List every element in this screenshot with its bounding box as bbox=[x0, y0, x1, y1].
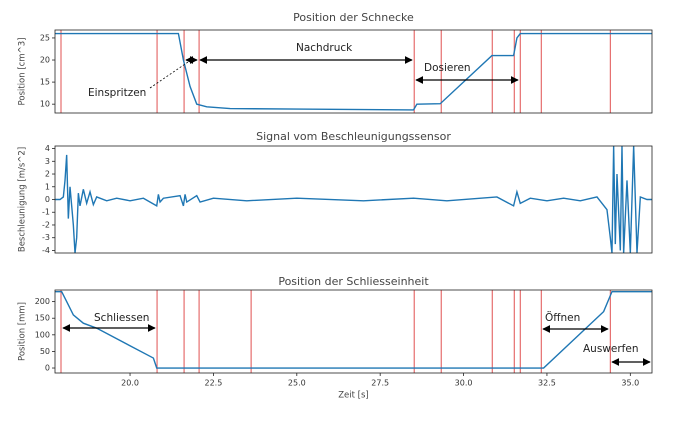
leader-line bbox=[149, 61, 189, 89]
annotation: Öffnen bbox=[545, 311, 580, 324]
chart-title: Signal vom Beschleunigungssensor bbox=[256, 130, 451, 143]
y-axis-label: Position [cm^3] bbox=[18, 38, 28, 106]
y-tick-label: 20 bbox=[40, 56, 50, 65]
data-line bbox=[55, 145, 652, 254]
x-tick-label: 22.5 bbox=[205, 379, 223, 388]
y-tick-label: 0 bbox=[45, 195, 50, 204]
y-tick-label: -4 bbox=[42, 246, 50, 255]
y-tick-label: -1 bbox=[42, 208, 50, 217]
y-tick-label: 10 bbox=[40, 100, 50, 109]
y-tick-label: 4 bbox=[45, 144, 50, 153]
y-tick-label: 200 bbox=[35, 297, 50, 306]
annotation: Auswerfen bbox=[583, 343, 638, 355]
y-tick-label: 0 bbox=[45, 364, 50, 373]
data-line bbox=[55, 290, 652, 369]
annotation: Nachdruck bbox=[296, 42, 353, 54]
x-tick-label: 30.0 bbox=[455, 379, 473, 388]
y-tick-label: 25 bbox=[40, 33, 50, 42]
x-tick-label: 25.0 bbox=[288, 379, 306, 388]
x-axis-label: Zeit [s] bbox=[338, 391, 369, 401]
y-axis-label: Beschleunigung [m/s^2] bbox=[18, 147, 28, 252]
data-line bbox=[55, 32, 652, 111]
y-tick-label: -3 bbox=[42, 233, 50, 242]
plot-frame bbox=[54, 289, 653, 374]
annotation: Dosieren bbox=[424, 62, 471, 74]
x-tick-label: 20.0 bbox=[121, 379, 139, 388]
annotations: Einspritzen Nachdruck Dosieren Schliesse… bbox=[62, 42, 651, 366]
x-tick-label: 35.0 bbox=[621, 379, 639, 388]
x-tick-label: 32.5 bbox=[538, 379, 556, 388]
plot-frame bbox=[54, 29, 653, 114]
y-tick-label: -2 bbox=[42, 220, 50, 229]
chart-title: Position der Schliesseinheit bbox=[278, 275, 429, 288]
y-tick-label: 50 bbox=[40, 347, 50, 356]
y-tick-label: 150 bbox=[35, 314, 50, 323]
annotation: Schliessen bbox=[94, 312, 149, 324]
annotation: Einspritzen bbox=[88, 87, 146, 99]
y-tick-label: 100 bbox=[35, 330, 50, 339]
y-tick-label: 15 bbox=[40, 78, 50, 87]
chart-title: Position der Schnecke bbox=[293, 11, 414, 24]
y-tick-label: 1 bbox=[45, 182, 50, 191]
y-tick-label: 3 bbox=[45, 157, 50, 166]
y-axis-label: Position [mm] bbox=[18, 302, 28, 361]
y-tick-label: 2 bbox=[45, 170, 50, 179]
x-tick-label: 27.5 bbox=[371, 379, 389, 388]
